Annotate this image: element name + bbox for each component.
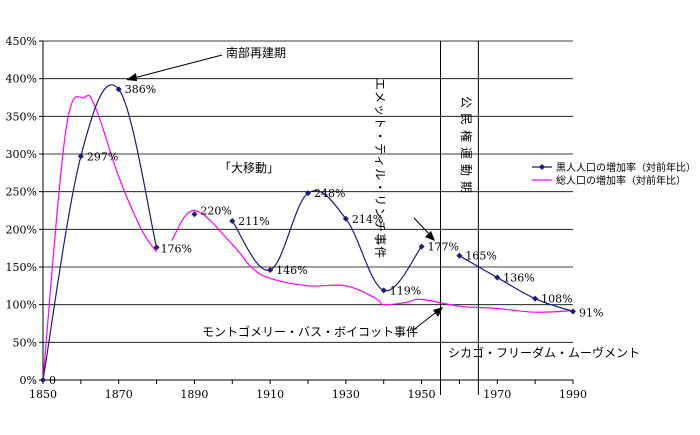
data-label-1860: 297% (87, 150, 118, 163)
arrow-montgomery (411, 309, 440, 332)
point-1970 (494, 274, 501, 281)
y-tick-label-100: 100% (6, 299, 37, 312)
annotation-emmett-till: エメット・ティル・リンチ事件 (373, 78, 387, 259)
y-tick-label-250: 250% (6, 186, 37, 199)
data-label-1870: 386% (125, 83, 156, 96)
x-tick-label-1930: 1930 (332, 388, 360, 401)
point-1890 (191, 211, 198, 218)
x-tick-label-1850: 1850 (29, 388, 57, 401)
point-1920 (305, 190, 311, 197)
point-1960 (456, 252, 463, 259)
point-1850 (40, 377, 46, 383)
data-label-1980: 108% (541, 293, 572, 306)
y-axis-ticks: 0% 50% 100% 150% 200% 250% 300% 350% 400% 450% (6, 35, 43, 387)
data-label-1910: 146% (276, 264, 307, 277)
data-label-1850: 0 (49, 374, 56, 387)
y-tick-label-50: 50% (13, 336, 37, 349)
data-labels: 0 297% 386% 176% 220% 211% 146% 248% 214% 119% 177… (49, 83, 603, 387)
series-1 (42, 94, 574, 381)
arrow-nanbu-saiken (129, 54, 223, 80)
point-1980 (532, 295, 539, 302)
series-0-line-segment-0 (42, 84, 158, 381)
data-label-1960: 165% (465, 250, 496, 263)
data-label-1890: 220% (200, 204, 231, 217)
point-1930 (342, 215, 349, 222)
x-tick-label-1990: 1990 (559, 388, 587, 401)
y-tick-label-300: 300% (6, 148, 37, 161)
legend-label-black-population: 黒人人口の増加率（対前年比） (556, 161, 696, 174)
series-0-line-segment-3 (459, 255, 574, 313)
data-label-1920: 248% (314, 187, 345, 200)
data-label-1950: 177% (428, 241, 459, 254)
annotation-montgomery: モントゴメリー・バス・ボイコット事件 (202, 324, 418, 339)
x-tick-label-1950: 1950 (408, 388, 436, 401)
annotation-dai-idou: 「大移動」 (219, 161, 279, 175)
annotations: 南部再建期 「大移動」 エメット・ティル・リンチ事件 公民権運動期 モントゴメリ… (126, 45, 640, 360)
series-0 (40, 84, 576, 383)
legend-label-total-population: 総人口の増加率（対前年比） (556, 174, 686, 187)
arrowhead-nanbu-saiken (126, 73, 137, 81)
y-tick-label-150: 150% (6, 261, 37, 274)
x-tick-label-1890: 1890 (180, 388, 208, 401)
point-1880 (153, 244, 160, 251)
data-label-1900: 211% (238, 215, 269, 228)
arrowhead-montgomery (433, 307, 443, 317)
x-tick-label-1910: 1910 (256, 388, 284, 401)
data-label-1880: 176% (161, 242, 192, 255)
legend-item-black-population: 黒人人口の増加率（対前年比） (532, 161, 696, 174)
data-label-1940: 119% (390, 284, 421, 297)
y-tick-label-350: 350% (6, 110, 37, 123)
y-tick-label-0: 0% (20, 374, 37, 387)
x-tick-label-1970: 1970 (483, 388, 511, 401)
annotation-koumin-ken: 公民権運動期 (459, 96, 474, 198)
y-tick-label-200: 200% (6, 223, 37, 236)
point-1900 (229, 218, 236, 225)
point-1990 (570, 308, 576, 315)
x-tick-label-1870: 1870 (105, 388, 133, 401)
series-1-line-segment-0 (42, 94, 158, 381)
legend-item-total-population: 総人口の増加率（対前年比） (532, 174, 686, 187)
arrowhead-emmett-till (425, 231, 435, 241)
y-tick-label-400: 400% (6, 73, 37, 86)
data-label-1970: 136% (503, 272, 534, 285)
point-1940 (380, 287, 387, 294)
series-1-line-segment-1 (171, 209, 574, 313)
annotation-chicago: シカゴ・フリーダム・ムーヴメント (448, 345, 640, 360)
point-1860 (77, 153, 84, 160)
x-axis-ticks: 1850 1870 1890 1910 1930 1950 1970 1990 (29, 380, 587, 401)
y-tick-label-450: 450% (6, 35, 37, 48)
point-1910 (267, 267, 274, 274)
legend: 黒人人口の増加率（対前年比） 総人口の増加率（対前年比） (532, 161, 696, 187)
data-label-1990: 91% (579, 306, 603, 319)
era-dividers (440, 41, 479, 395)
point-1870 (115, 86, 122, 93)
series-layer (40, 84, 576, 383)
series-0-line-segment-2 (231, 190, 423, 292)
data-label-1930: 214% (352, 213, 383, 226)
point-1950 (418, 243, 425, 250)
annotation-nanbu-saiken: 南部再建期 (226, 45, 286, 60)
